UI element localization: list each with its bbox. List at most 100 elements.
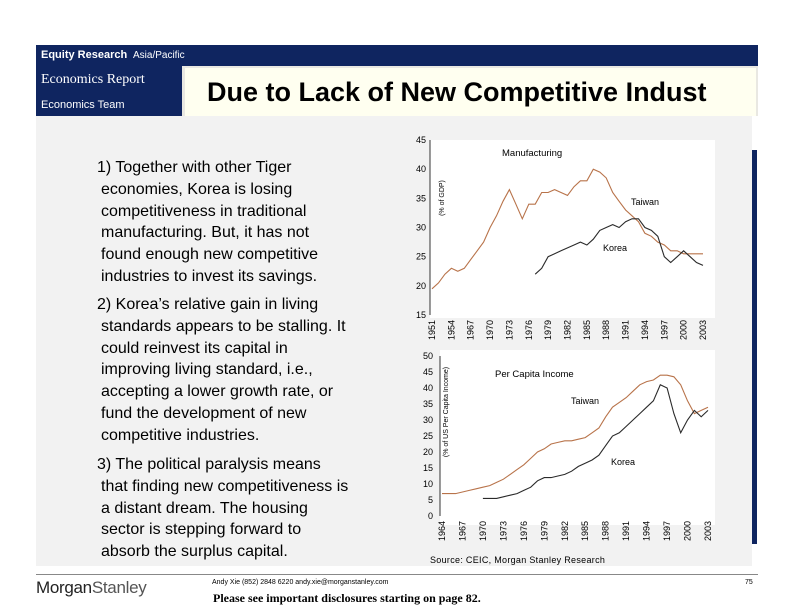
series-line-korea xyxy=(534,218,704,275)
x-tick-label: 1967 xyxy=(457,521,467,541)
logo-stanley: Stanley xyxy=(91,578,147,597)
series-label-korea: Korea xyxy=(603,243,627,253)
right-divider xyxy=(752,150,757,544)
x-tick-label: 1954 xyxy=(446,320,456,340)
x-tick-label: 1964 xyxy=(437,521,447,541)
series-label-taiwan: Taiwan xyxy=(631,197,659,207)
manufacturing-chart-panel xyxy=(430,140,715,318)
paragraph-1: 1) Together with other Tiger economies, … xyxy=(97,157,397,288)
text-line: 3) The political paralysis means xyxy=(97,456,321,473)
text-line: absorb the surplus capital. xyxy=(101,543,288,561)
per-capita-chart-panel xyxy=(440,350,715,525)
y-tick-label: 15 xyxy=(423,463,433,473)
x-tick-label: 1976 xyxy=(524,320,534,340)
x-tick-label: 1985 xyxy=(580,521,590,541)
economics-team-label: Economics Team xyxy=(41,99,125,111)
x-tick-label: 1997 xyxy=(659,320,669,340)
x-tick-label: 2000 xyxy=(683,521,693,541)
series-label-taiwan: Taiwan xyxy=(571,396,599,406)
text-line: standards appears to be stalling. It xyxy=(101,317,346,335)
text-line: manufacturing. But, it has not xyxy=(101,224,310,242)
paragraph-3: 3) The political paralysis means that fi… xyxy=(97,454,397,563)
y-tick-label: 0 xyxy=(428,511,433,521)
y-tick-label: 30 xyxy=(423,415,433,425)
text-line: could reinvest its capital in xyxy=(101,339,288,357)
y-tick-label: 40 xyxy=(423,383,433,393)
y-tick-label: 40 xyxy=(416,164,426,174)
x-tick-label: 1985 xyxy=(582,320,592,340)
y-tick-label: 15 xyxy=(416,310,426,320)
x-tick-label: 2003 xyxy=(698,320,708,340)
y-tick-label: 25 xyxy=(423,431,433,441)
chart-title: Manufacturing xyxy=(502,148,562,159)
x-tick-label: 1973 xyxy=(498,521,508,541)
text-line: 1) Together with other Tiger xyxy=(97,159,292,176)
x-tick-label: 1982 xyxy=(560,521,570,541)
text-line: fund the development of new xyxy=(101,404,307,422)
y-tick-label: 5 xyxy=(428,495,433,505)
morgan-stanley-logo: MorganStanley xyxy=(36,578,147,598)
header-bar: Equity Research Asia/Pacific xyxy=(36,45,758,66)
chart-title: Per Capita Income xyxy=(495,369,574,380)
text-line: competitive industries. xyxy=(101,426,260,444)
page-title: Due to Lack of New Competitive Indust xyxy=(207,77,707,107)
y-tick-label: 45 xyxy=(416,135,426,145)
y-tick-label: 50 xyxy=(423,351,433,361)
x-tick-label: 1988 xyxy=(601,521,611,541)
series-line-korea xyxy=(482,384,709,499)
y-tick-label: 10 xyxy=(423,479,433,489)
title-box: Due to Lack of New Competitive Indust xyxy=(185,68,756,116)
x-tick-label: 1973 xyxy=(504,320,514,340)
x-tick-label: 2003 xyxy=(703,521,713,541)
text-line: sector is stepping forward to xyxy=(101,521,302,539)
logo-morgan: Morgan xyxy=(36,578,92,597)
footer-divider xyxy=(36,574,758,575)
x-tick-label: 1979 xyxy=(543,320,553,340)
text-line: a distant dream. The housing xyxy=(101,499,308,517)
source-note: Source: CEIC, Morgan Stanley Research xyxy=(430,555,606,565)
text-line: found enough new competitive xyxy=(101,246,319,264)
y-tick-label: 25 xyxy=(416,252,426,262)
x-tick-label: 1991 xyxy=(621,521,631,541)
text-line: that finding new competitiveness is xyxy=(101,477,349,495)
text-line: 2) Korea’s relative gain in living xyxy=(97,296,319,313)
text-line: competitiveness in traditional xyxy=(101,202,307,220)
report-block: Economics Report Economics Team xyxy=(36,66,182,116)
y-tick-label: 35 xyxy=(423,399,433,409)
x-tick-label: 1951 xyxy=(427,320,437,340)
y-axis-label: (% of US Per Capita Income) xyxy=(443,367,450,457)
y-tick-label: 45 xyxy=(423,367,433,377)
x-tick-label: 1997 xyxy=(662,521,672,541)
disclosure-line: Please see important disclosures startin… xyxy=(213,591,481,605)
x-tick-label: 1994 xyxy=(642,521,652,541)
x-tick-label: 1967 xyxy=(466,320,476,340)
text-line: improving living standard, i.e., xyxy=(101,361,313,379)
x-tick-label: 1991 xyxy=(621,320,631,340)
series-line-taiwan xyxy=(442,374,709,495)
y-tick-label: 20 xyxy=(416,281,426,291)
x-tick-label: 1994 xyxy=(640,320,650,340)
page-number: 75 xyxy=(745,579,753,586)
y-tick-label: 20 xyxy=(423,447,433,457)
economics-report-label: Economics Report xyxy=(41,72,145,87)
region-label: Asia/Pacific xyxy=(133,50,185,61)
paragraph-2: 2) Korea’s relative gain in living stand… xyxy=(97,294,397,447)
x-tick-label: 1979 xyxy=(539,521,549,541)
series-line-taiwan xyxy=(431,168,703,290)
equity-research-label: Equity Research xyxy=(41,49,128,61)
y-axis-label: (% of GDP) xyxy=(439,180,446,216)
series-label-korea: Korea xyxy=(611,457,635,467)
y-tick-label: 35 xyxy=(416,193,426,203)
y-tick-label: 30 xyxy=(416,223,426,233)
x-tick-label: 2000 xyxy=(679,320,689,340)
x-tick-label: 1982 xyxy=(563,320,573,340)
text-line: industries to invest its savings. xyxy=(101,267,318,285)
x-tick-label: 1970 xyxy=(485,320,495,340)
text-line: economies, Korea is losing xyxy=(101,180,293,198)
x-tick-label: 1970 xyxy=(478,521,488,541)
x-tick-label: 1988 xyxy=(601,320,611,340)
contact-line: Andy Xie (852) 2848 6220 andy.xie@morgan… xyxy=(212,579,389,586)
x-tick-label: 1976 xyxy=(519,521,529,541)
text-line: accepting a lower growth rate, or xyxy=(101,383,334,401)
